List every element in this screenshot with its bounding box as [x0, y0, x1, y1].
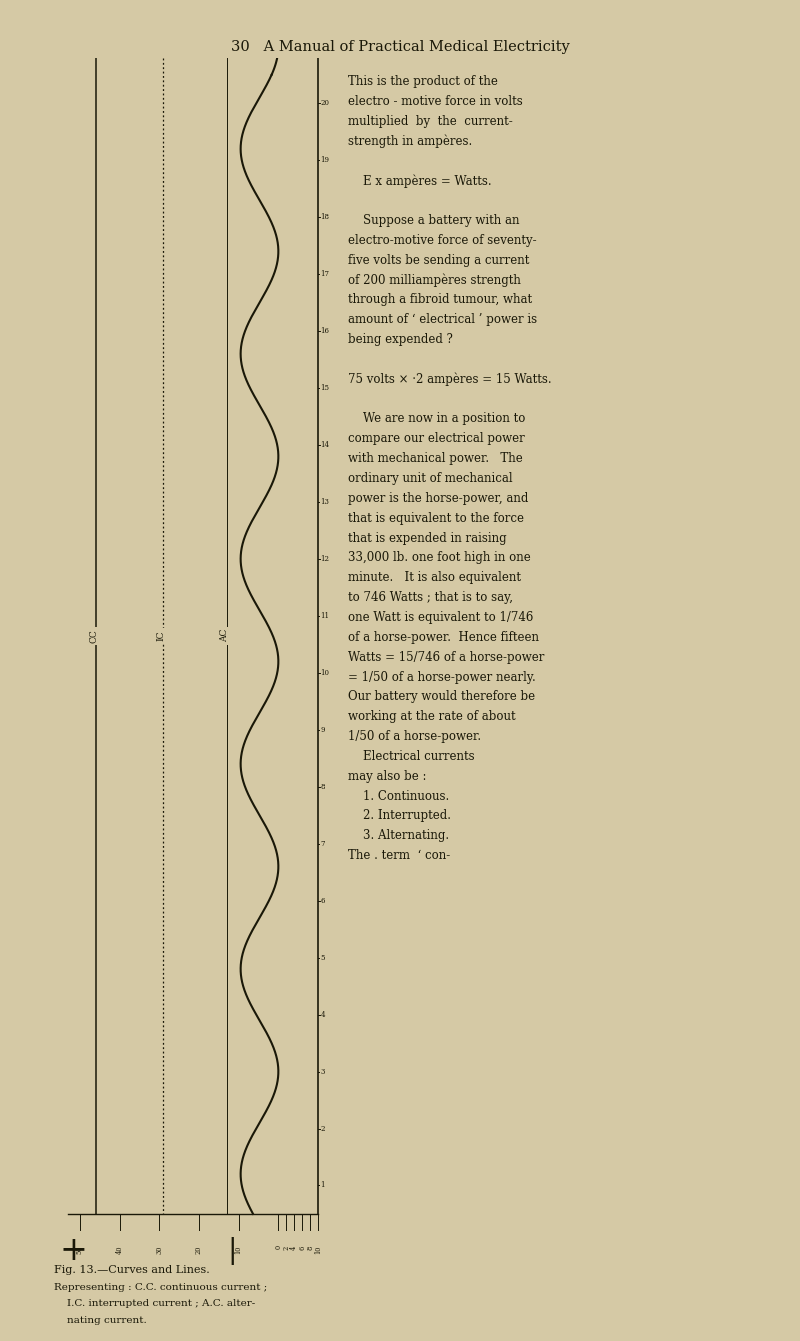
Text: The . term  ‘ con-: The . term ‘ con- — [348, 849, 450, 862]
Text: with mechanical power.   The: with mechanical power. The — [348, 452, 522, 465]
Text: being expended ?: being expended ? — [348, 333, 453, 346]
Text: electro - motive force in volts: electro - motive force in volts — [348, 95, 522, 107]
Text: 1/50 of a horse-power.: 1/50 of a horse-power. — [348, 730, 481, 743]
Text: 3: 3 — [321, 1067, 325, 1075]
Text: amount of ‘ electrical ’ power is: amount of ‘ electrical ’ power is — [348, 314, 537, 326]
Text: 1: 1 — [321, 1181, 325, 1189]
Text: +: + — [60, 1235, 87, 1267]
Text: multiplied  by  the  current-: multiplied by the current- — [348, 115, 513, 127]
Text: Our battery would therefore be: Our battery would therefore be — [348, 691, 535, 703]
Text: 30   A Manual of Practical Medical Electricity: 30 A Manual of Practical Medical Electri… — [230, 40, 570, 54]
Text: 10: 10 — [314, 1246, 322, 1254]
Text: 2: 2 — [321, 1125, 325, 1133]
Text: 12: 12 — [321, 555, 330, 563]
Text: 0: 0 — [274, 1246, 282, 1250]
Text: to 746 Watts ; that is to say,: to 746 Watts ; that is to say, — [348, 591, 513, 603]
Text: that is equivalent to the force: that is equivalent to the force — [348, 512, 524, 524]
Text: 6: 6 — [321, 897, 325, 905]
Text: 11: 11 — [321, 611, 330, 620]
Text: 40: 40 — [115, 1246, 123, 1254]
Text: 13: 13 — [321, 498, 330, 506]
Text: 10: 10 — [234, 1246, 242, 1254]
Text: = 1/50 of a horse-power nearly.: = 1/50 of a horse-power nearly. — [348, 670, 536, 684]
Text: 7: 7 — [321, 839, 325, 848]
Text: compare our electrical power: compare our electrical power — [348, 432, 525, 445]
Text: We are now in a position to: We are now in a position to — [348, 413, 526, 425]
Text: nating current.: nating current. — [54, 1316, 147, 1325]
Text: 18: 18 — [321, 213, 330, 221]
Text: 8: 8 — [306, 1246, 314, 1250]
Text: 5: 5 — [321, 953, 325, 961]
Text: 75 volts × ·2 ampères = 15 Watts.: 75 volts × ·2 ampères = 15 Watts. — [348, 373, 552, 386]
Text: 50: 50 — [76, 1246, 84, 1254]
Text: minute.   It is also equivalent: minute. It is also equivalent — [348, 571, 521, 585]
Text: working at the rate of about: working at the rate of about — [348, 711, 516, 723]
Text: 9: 9 — [321, 725, 325, 734]
Text: 30: 30 — [155, 1246, 163, 1254]
Text: 17: 17 — [321, 270, 330, 278]
Text: 6: 6 — [298, 1246, 306, 1250]
Text: strength in ampères.: strength in ampères. — [348, 134, 472, 148]
Text: 8: 8 — [321, 783, 325, 791]
Text: five volts be sending a current: five volts be sending a current — [348, 253, 530, 267]
Text: 16: 16 — [321, 327, 330, 335]
Text: AC: AC — [220, 629, 230, 642]
Text: I.C. interrupted current ; A.C. alter-: I.C. interrupted current ; A.C. alter- — [54, 1299, 256, 1309]
Text: Fig. 13.—Curves and Lines.: Fig. 13.—Curves and Lines. — [54, 1265, 210, 1274]
Text: 20: 20 — [195, 1246, 203, 1254]
Text: Electrical currents: Electrical currents — [348, 750, 474, 763]
Text: CC: CC — [89, 629, 98, 642]
Text: of 200 milliampères strength: of 200 milliampères strength — [348, 274, 521, 287]
Text: IC: IC — [157, 630, 166, 641]
Text: through a fibroid tumour, what: through a fibroid tumour, what — [348, 294, 532, 306]
Text: 19: 19 — [321, 156, 330, 164]
Text: ordinary unit of mechanical: ordinary unit of mechanical — [348, 472, 513, 485]
Text: 33,000 lb. one foot high in one: 33,000 lb. one foot high in one — [348, 551, 530, 565]
Text: one Watt is equivalent to 1/746: one Watt is equivalent to 1/746 — [348, 611, 534, 624]
Text: may also be :: may also be : — [348, 770, 426, 783]
Text: electro-motive force of seventy-: electro-motive force of seventy- — [348, 233, 537, 247]
Text: Suppose a battery with an: Suppose a battery with an — [348, 215, 519, 227]
Text: 1. Continuous.: 1. Continuous. — [348, 790, 450, 802]
Text: 3. Alternating.: 3. Alternating. — [348, 829, 449, 842]
Text: 14: 14 — [321, 441, 330, 449]
Text: power is the horse-power, and: power is the horse-power, and — [348, 492, 528, 504]
Text: |: | — [227, 1238, 237, 1265]
Text: 4: 4 — [290, 1246, 298, 1250]
Text: 2. Interrupted.: 2. Interrupted. — [348, 810, 451, 822]
Text: 20: 20 — [321, 99, 330, 107]
Text: that is expended in raising: that is expended in raising — [348, 531, 506, 544]
Text: of a horse-power.  Hence fifteen: of a horse-power. Hence fifteen — [348, 630, 539, 644]
Text: Watts = 15/746 of a horse-power: Watts = 15/746 of a horse-power — [348, 650, 544, 664]
Text: This is the product of the: This is the product of the — [348, 75, 498, 89]
Text: 15: 15 — [321, 384, 330, 392]
Text: E x ampères = Watts.: E x ampères = Watts. — [348, 174, 492, 188]
Text: 10: 10 — [321, 669, 330, 677]
Text: 4: 4 — [321, 1011, 325, 1019]
Text: Representing : C.C. continuous current ;: Representing : C.C. continuous current ; — [54, 1283, 268, 1293]
Text: 2: 2 — [282, 1246, 290, 1250]
